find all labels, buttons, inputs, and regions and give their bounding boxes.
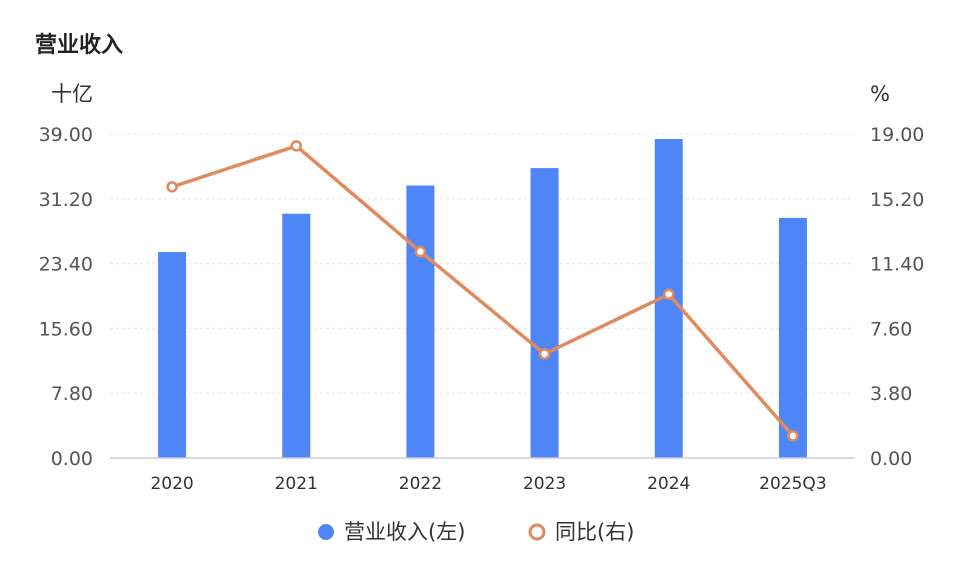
x-tick-label: 2022 [399, 474, 442, 494]
yoy-line [171, 144, 795, 437]
left-axis-unit: 十亿 [51, 82, 93, 106]
left-tick-label: 7.80 [51, 383, 93, 405]
right-tick-label: 15.20 [870, 189, 924, 211]
yoy-point [663, 288, 675, 301]
right-tick-label: 3.80 [870, 383, 912, 405]
grid-lines [110, 133, 855, 394]
x-tick-label: 2020 [150, 474, 193, 494]
left-tick-label: 23.40 [39, 254, 93, 276]
x-tick-label: 2024 [647, 474, 690, 494]
revenue-bars [158, 138, 807, 459]
left-tick-label: 0.00 [51, 448, 93, 470]
right-tick-label: 0.00 [870, 448, 912, 470]
right-tick-label: 19.00 [870, 124, 924, 146]
legend: 营业收入(左) 同比(右) [318, 520, 634, 544]
legend-swatch-yoy [528, 523, 546, 541]
right-tick-label: 11.40 [870, 254, 924, 276]
x-tick-label: 2023 [523, 474, 566, 494]
yoy-point [538, 348, 551, 360]
yoy-point [166, 181, 178, 193]
chart-title: 营业收入 [35, 32, 123, 58]
x-tick-label: 2021 [275, 474, 318, 494]
left-tick-label: 39.00 [39, 124, 93, 146]
revenue-bar [778, 217, 807, 458]
yoy-point [290, 140, 302, 152]
legend-swatch-revenue [318, 524, 334, 540]
right-tick-label: 7.60 [870, 318, 912, 340]
left-tick-label: 15.60 [39, 318, 93, 340]
yoy-line-series [166, 140, 799, 442]
right-axis-unit: % [870, 82, 890, 106]
revenue-bar [406, 185, 435, 458]
left-axis-ticks: 0.00 7.80 15.60 23.40 31.20 39.00 [39, 124, 93, 470]
x-tick-label: 2025Q3 [759, 474, 826, 494]
right-axis-ticks: 0.00 3.80 7.60 11.40 15.20 19.00 [870, 124, 924, 470]
revenue-bar [530, 168, 559, 459]
revenue-bar [282, 213, 311, 458]
x-axis-ticks: 2020 2021 2022 2023 2024 2025Q3 [150, 474, 826, 494]
yoy-point [787, 430, 799, 442]
yoy-point [414, 245, 427, 258]
revenue-bar [158, 251, 187, 458]
left-tick-label: 31.20 [39, 189, 93, 211]
legend-label-yoy: 同比(右) [555, 520, 634, 544]
legend-label-revenue: 营业收入(左) [344, 520, 465, 544]
